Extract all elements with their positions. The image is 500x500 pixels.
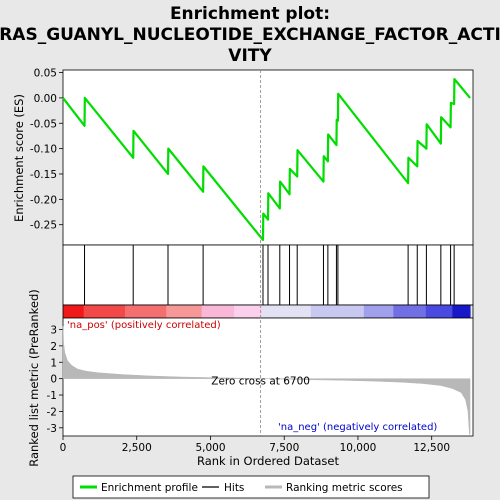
zero-cross-label: Zero cross at 6700 (211, 376, 310, 388)
hit-marks (84, 245, 455, 305)
metric-tick-label: 2 (50, 341, 57, 353)
es-tick-label: 0.05 (34, 68, 57, 80)
pos-corr-label: 'na_pos' (positively correlated) (67, 320, 221, 331)
es-tick-label: -0.25 (30, 220, 57, 232)
heat-segment (166, 305, 203, 318)
heat-segment (234, 305, 263, 318)
metric-tick-label: -1 (47, 390, 57, 402)
es-y-label: Enrichment score (ES) (12, 94, 26, 222)
x-tick-label: 2,500 (122, 442, 152, 454)
x-tick-label: 10,000 (340, 442, 377, 454)
rank-heatmap-bar (62, 304, 474, 319)
enrichment-profile-line (62, 78, 471, 242)
metric-tick-label: 3 (50, 324, 57, 336)
neg-corr-label: 'na_neg' (negatively correlated) (278, 422, 437, 433)
metric-area-path (62, 326, 471, 435)
title-line-2: RAS_GUANYL_NUCLEOTIDE_EXCHANGE_FACTOR_AC… (0, 25, 500, 45)
es-tick-label: 0.00 (34, 93, 57, 105)
heat-segment (124, 305, 167, 318)
metric-tick-label: -3 (47, 423, 57, 435)
chart-title: Enrichment plot: RAS_GUANYL_NUCLEOTIDE_E… (0, 4, 500, 66)
es-tick-label: -0.10 (30, 144, 57, 156)
heat-segment (63, 305, 85, 318)
legend-metric-label: Ranking metric scores (286, 482, 403, 494)
metric-tick-label: -2 (47, 406, 57, 418)
x-tick-label: 0 (60, 442, 67, 454)
metric-scores-area (62, 326, 471, 435)
heat-segment (201, 305, 235, 318)
legend: Enrichment profile Hits Ranking metric s… (72, 475, 430, 499)
legend-profile-label: Enrichment profile (101, 482, 198, 494)
x-axis-label: Rank in Ordered Dataset (197, 454, 340, 468)
heat-segment (310, 305, 365, 318)
es-tick-label: -0.05 (30, 118, 57, 130)
heat-segment (393, 305, 427, 318)
title-line-1: Enrichment plot: (170, 4, 330, 24)
metric-tick-label: 1 (50, 357, 57, 369)
title-line-3: VITY (228, 46, 272, 66)
legend-hits-label: Hits (224, 482, 244, 494)
es-ticks: 0.05 0.00 -0.05 -0.10 -0.15 -0.20 -0.25 (30, 68, 63, 232)
metric-y-label: Ranked list metric (PreRanked) (27, 289, 41, 467)
metric-panel (62, 317, 474, 437)
x-tick-label: 5,000 (195, 442, 225, 454)
profile-line (62, 78, 471, 242)
es-tick-label: -0.15 (30, 169, 57, 181)
es-tick-label: -0.20 (30, 194, 57, 206)
heat-segment (425, 305, 453, 318)
legend-box (72, 475, 430, 499)
heat-segment (262, 305, 312, 318)
x-tick-label: 12,500 (413, 442, 450, 454)
heat-segment (83, 305, 126, 318)
metric-ticks: 3 2 1 0 -1 -2 -3 (47, 324, 63, 435)
metric-tick-label: 0 (50, 374, 57, 386)
heat-segment (363, 305, 394, 318)
heat-segment (452, 305, 471, 318)
x-axis-ticks: 0 2,500 5,000 7,500 10,000 12,500 (60, 436, 450, 454)
x-tick-label: 7,500 (269, 442, 299, 454)
